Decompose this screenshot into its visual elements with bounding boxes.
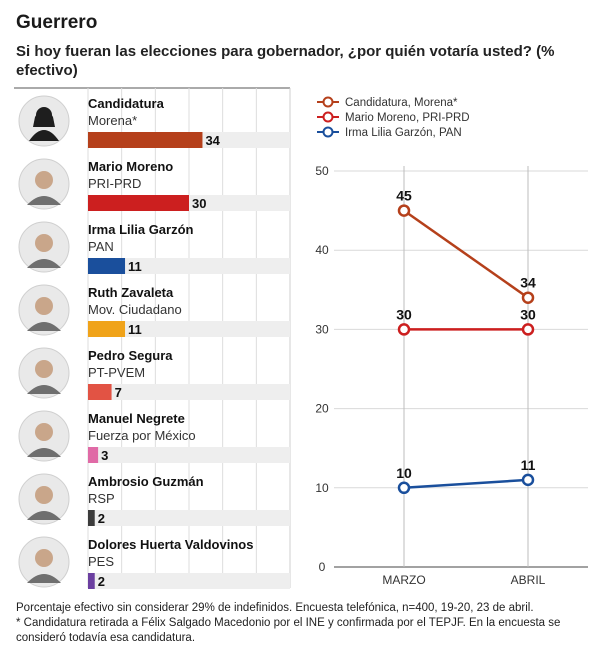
bar-value-label: 2 — [98, 511, 105, 526]
y-tick-label: 40 — [315, 243, 329, 257]
data-point — [521, 291, 535, 304]
candidate-party: PAN — [88, 239, 114, 254]
portrait-shoulders-icon — [27, 511, 61, 520]
y-tick-label: 20 — [315, 402, 329, 416]
bar-value-label: 11 — [128, 322, 142, 337]
region-title: Guerrero — [16, 12, 98, 33]
bar-track — [88, 384, 290, 400]
candidate-party: Morena* — [88, 113, 137, 128]
candidate-name: Manuel Negrete — [88, 411, 185, 426]
series-line — [403, 478, 529, 490]
data-point — [397, 481, 411, 495]
series-line — [403, 209, 529, 299]
portrait-shoulders-icon — [27, 448, 61, 457]
portrait-face-icon — [35, 360, 53, 378]
candidate-party: Fuerza por México — [88, 428, 196, 443]
bar-value-label: 2 — [98, 574, 105, 589]
bar — [88, 258, 126, 274]
x-tick-label: MARZO — [382, 573, 425, 587]
candidate-party: RSP — [88, 491, 115, 506]
candidate-party: Mov. Ciudadano — [88, 302, 182, 317]
bar-track — [88, 573, 290, 589]
bar — [88, 384, 112, 400]
candidate-party: PES — [88, 554, 114, 569]
footnote-asterisk: * Candidatura retirada a Félix Salgado M… — [16, 617, 561, 644]
candidate-name: Dolores Huerta Valdovinos — [88, 537, 253, 552]
data-point — [397, 204, 411, 217]
y-tick-label: 30 — [315, 322, 329, 336]
bar — [88, 195, 189, 211]
data-label: 45 — [396, 188, 412, 204]
portrait-face-icon — [35, 297, 53, 315]
legend-swatch-marker — [322, 111, 334, 123]
y-tick-label: 50 — [315, 164, 329, 178]
bar — [88, 510, 95, 526]
bar-value-label: 30 — [192, 196, 206, 211]
bar-value-label: 3 — [101, 448, 108, 463]
portrait-shoulders-icon — [27, 322, 61, 331]
survey-question: Si hoy fueran las elecciones para gobern… — [16, 43, 555, 79]
data-point — [521, 473, 535, 487]
legend-entry: Mario Moreno, PRI-PRD — [345, 112, 470, 124]
data-point — [397, 323, 411, 336]
portrait-shoulders-icon — [27, 196, 61, 205]
bar — [88, 132, 203, 148]
footnote-methodology: Porcentaje efectivo sin considerar 29% d… — [16, 602, 534, 614]
bar-value-label: 11 — [128, 259, 142, 274]
portrait-face-icon — [35, 486, 53, 504]
bar-value-label: 7 — [115, 385, 122, 400]
x-tick-label: ABRIL — [511, 573, 546, 587]
candidate-party: PRI-PRD — [88, 176, 141, 191]
portrait-shoulders-icon — [27, 259, 61, 268]
legend-swatch-marker — [322, 126, 334, 138]
data-label: 11 — [521, 457, 536, 473]
legend-entry: Irma Lilia Garzón, PAN — [345, 127, 462, 139]
legend-entry: Candidatura, Morena* — [345, 97, 458, 109]
bar — [88, 573, 95, 589]
bar-value-label: 34 — [205, 133, 220, 148]
candidate-name: Irma Lilia Garzón — [88, 222, 194, 237]
candidate-name: Mario Moreno — [88, 159, 173, 174]
data-point — [521, 323, 535, 336]
portrait-shoulders-icon — [27, 385, 61, 394]
y-tick-label: 10 — [315, 481, 329, 495]
candidate-name: Ruth Zavaleta — [88, 285, 174, 300]
portrait-face-icon — [35, 234, 53, 252]
candidate-party: PT-PVEM — [88, 365, 145, 380]
portrait-shoulders-icon — [27, 574, 61, 583]
legend-swatch-marker — [322, 96, 334, 108]
data-label: 30 — [520, 306, 536, 322]
data-label: 10 — [396, 465, 412, 481]
silhouette-hair-icon — [33, 109, 55, 127]
bar — [88, 447, 99, 463]
bar-track — [88, 447, 290, 463]
data-label: 34 — [520, 275, 536, 291]
bar-track — [88, 321, 290, 337]
portrait-face-icon — [35, 423, 53, 441]
bar-track — [88, 258, 290, 274]
bar-track — [88, 510, 290, 526]
portrait-face-icon — [35, 171, 53, 189]
silhouette-body-icon — [29, 130, 59, 141]
bar — [88, 321, 126, 337]
candidate-name: Candidatura — [88, 96, 165, 111]
candidate-name: Ambrosio Guzmán — [88, 474, 204, 489]
candidate-name: Pedro Segura — [88, 348, 173, 363]
footnote: Porcentaje efectivo sin considerar 29% d… — [16, 601, 590, 646]
portrait-face-icon — [35, 549, 53, 567]
y-tick-label: 0 — [319, 560, 326, 574]
data-label: 30 — [396, 306, 412, 322]
